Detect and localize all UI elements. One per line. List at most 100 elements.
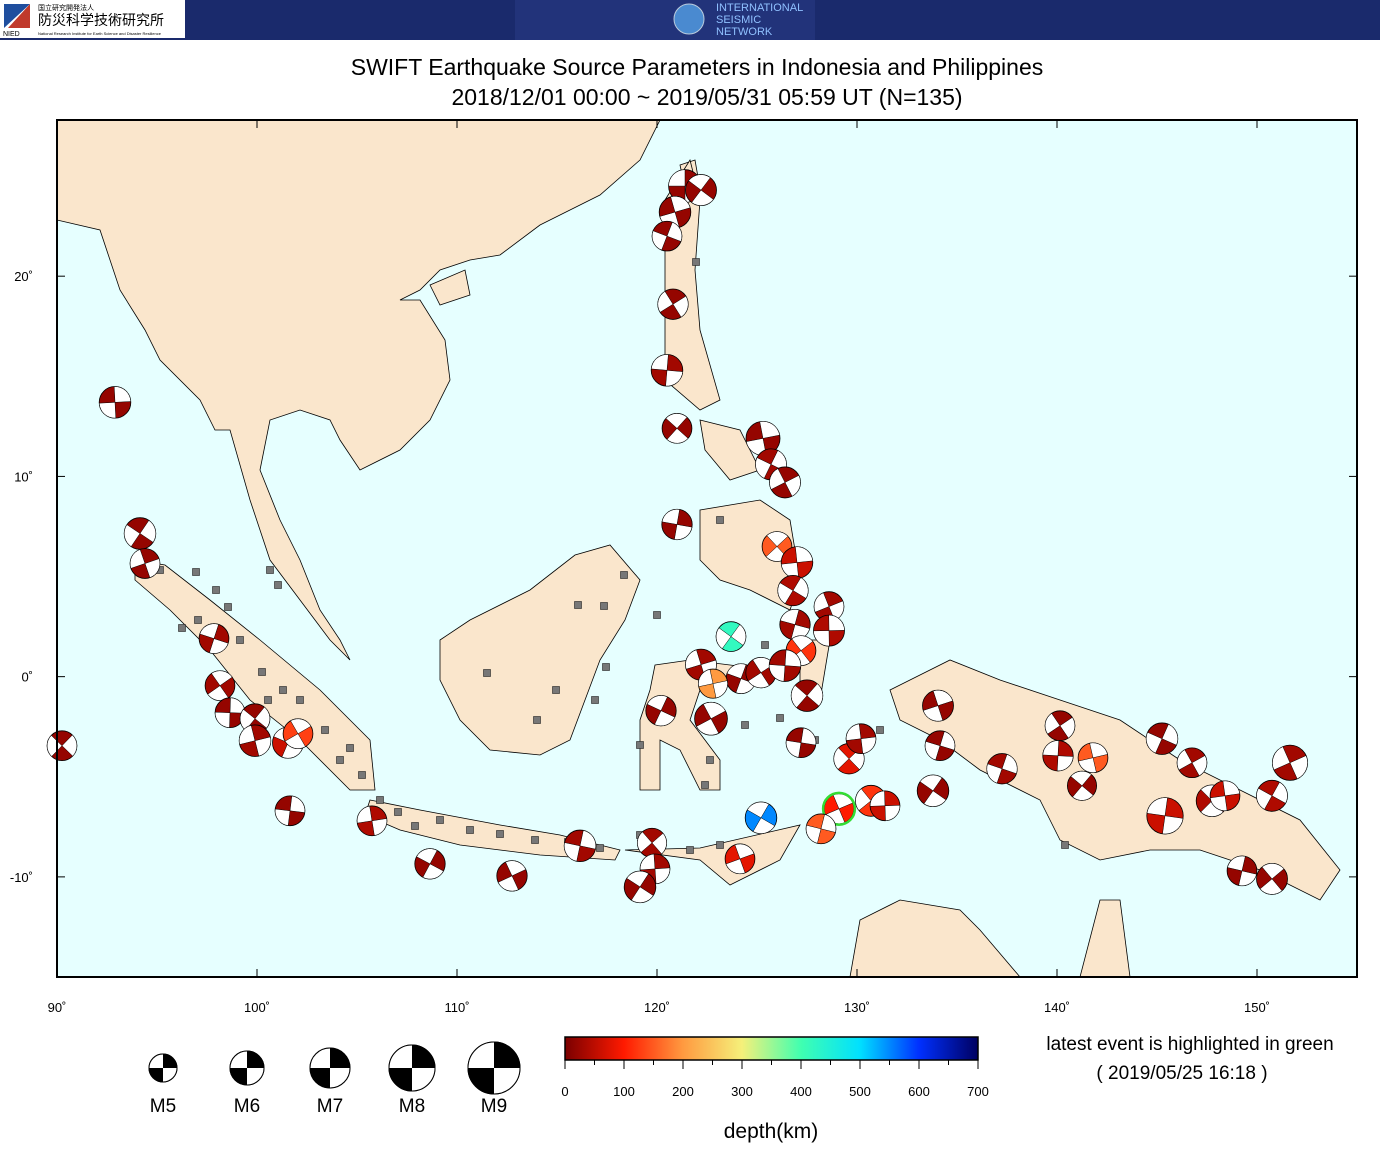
event[interactable] xyxy=(790,679,824,712)
nied-logo-box[interactable] xyxy=(0,0,185,38)
event[interactable] xyxy=(198,623,230,654)
event[interactable] xyxy=(238,724,272,757)
event[interactable] xyxy=(916,774,950,807)
event[interactable] xyxy=(715,621,747,652)
land-cape-york xyxy=(1079,899,1131,977)
legend-outline xyxy=(148,1053,178,1083)
station xyxy=(496,830,504,838)
event-nodal xyxy=(626,870,654,903)
event[interactable] xyxy=(745,420,781,456)
lat-tick-label: 20˚ xyxy=(14,269,33,284)
event[interactable] xyxy=(1042,740,1074,772)
event[interactable] xyxy=(924,730,956,762)
network-globe[interactable] xyxy=(673,3,705,35)
station xyxy=(264,696,272,704)
event[interactable] xyxy=(1145,722,1179,755)
event[interactable] xyxy=(698,668,729,699)
event[interactable] xyxy=(657,288,689,320)
station xyxy=(533,716,541,724)
event[interactable] xyxy=(1067,770,1098,801)
station xyxy=(274,581,282,589)
event[interactable] xyxy=(496,860,528,892)
event-nodal xyxy=(657,290,689,318)
legend-outline xyxy=(229,1050,265,1086)
event-nodal xyxy=(639,853,671,885)
event-nodal xyxy=(238,725,272,757)
event-nodal xyxy=(1070,770,1094,801)
event-nodal xyxy=(688,174,714,206)
station xyxy=(178,624,186,632)
event[interactable] xyxy=(685,174,717,206)
event[interactable] xyxy=(1044,710,1076,742)
event[interactable] xyxy=(1272,744,1309,781)
station xyxy=(716,841,724,849)
event-nodal xyxy=(497,860,527,892)
station xyxy=(192,568,200,576)
event[interactable] xyxy=(563,829,597,863)
map-title: SWIFT Earthquake Source Parameters in In… xyxy=(351,54,1044,80)
station xyxy=(776,714,784,722)
event[interactable] xyxy=(805,813,837,845)
magnitude-legend: M5 M6 M7 M8 M9 xyxy=(148,1041,521,1117)
event-nodal xyxy=(1042,740,1074,772)
event-nodal xyxy=(1044,713,1076,739)
station xyxy=(636,741,644,749)
event[interactable] xyxy=(661,413,693,444)
org-abbr: NIED xyxy=(3,31,20,38)
event[interactable] xyxy=(46,730,78,762)
event[interactable] xyxy=(780,546,814,579)
event[interactable] xyxy=(414,848,446,880)
station xyxy=(761,641,769,649)
event[interactable] xyxy=(986,753,1018,785)
station xyxy=(266,566,274,574)
event[interactable] xyxy=(922,689,954,722)
station xyxy=(279,686,287,694)
event[interactable] xyxy=(1256,862,1288,895)
legend-label: M8 xyxy=(399,1096,425,1117)
event[interactable] xyxy=(777,574,809,607)
event[interactable] xyxy=(129,548,161,579)
event[interactable] xyxy=(813,614,845,647)
colorbar-tick-label: 100 xyxy=(613,1084,635,1099)
event[interactable] xyxy=(282,718,314,750)
lon-tick-label: 150˚ xyxy=(1244,1000,1270,1015)
event[interactable] xyxy=(98,386,132,419)
event[interactable] xyxy=(239,703,271,734)
event[interactable] xyxy=(661,508,693,541)
event-nodal xyxy=(845,723,877,754)
event[interactable] xyxy=(1209,780,1241,812)
event[interactable] xyxy=(1077,742,1109,774)
event[interactable] xyxy=(274,795,306,827)
event[interactable] xyxy=(1146,797,1184,835)
event[interactable] xyxy=(694,701,728,736)
event[interactable] xyxy=(769,466,801,499)
legend-label: M9 xyxy=(481,1096,507,1117)
event[interactable] xyxy=(821,791,857,826)
event[interactable] xyxy=(785,727,817,759)
event[interactable] xyxy=(845,723,877,755)
event[interactable] xyxy=(744,801,778,835)
event[interactable] xyxy=(650,354,684,387)
latest-highlight xyxy=(821,791,857,826)
event-nodal xyxy=(129,549,161,578)
event-nodal xyxy=(284,718,312,749)
event[interactable] xyxy=(623,870,657,904)
event[interactable] xyxy=(869,790,901,822)
event-nodal xyxy=(123,520,157,547)
event-nodal xyxy=(563,830,597,862)
event[interactable] xyxy=(1256,779,1288,812)
event[interactable] xyxy=(1226,855,1258,887)
event[interactable] xyxy=(651,220,683,252)
event[interactable] xyxy=(724,843,756,875)
event[interactable] xyxy=(356,805,388,837)
event[interactable] xyxy=(645,695,677,727)
event[interactable] xyxy=(637,827,668,858)
event[interactable] xyxy=(123,517,157,550)
axes: 90˚ 100˚ 110˚ 120˚ 130˚ 140˚ 150˚ 20˚ 10˚ 0˚ -10˚ xyxy=(10,120,1357,1015)
lat-tick-label: 0˚ xyxy=(21,670,33,685)
land-java xyxy=(364,799,621,861)
event[interactable] xyxy=(779,608,811,641)
event[interactable] xyxy=(1176,747,1208,779)
event[interactable] xyxy=(768,649,802,682)
event[interactable] xyxy=(204,670,236,701)
